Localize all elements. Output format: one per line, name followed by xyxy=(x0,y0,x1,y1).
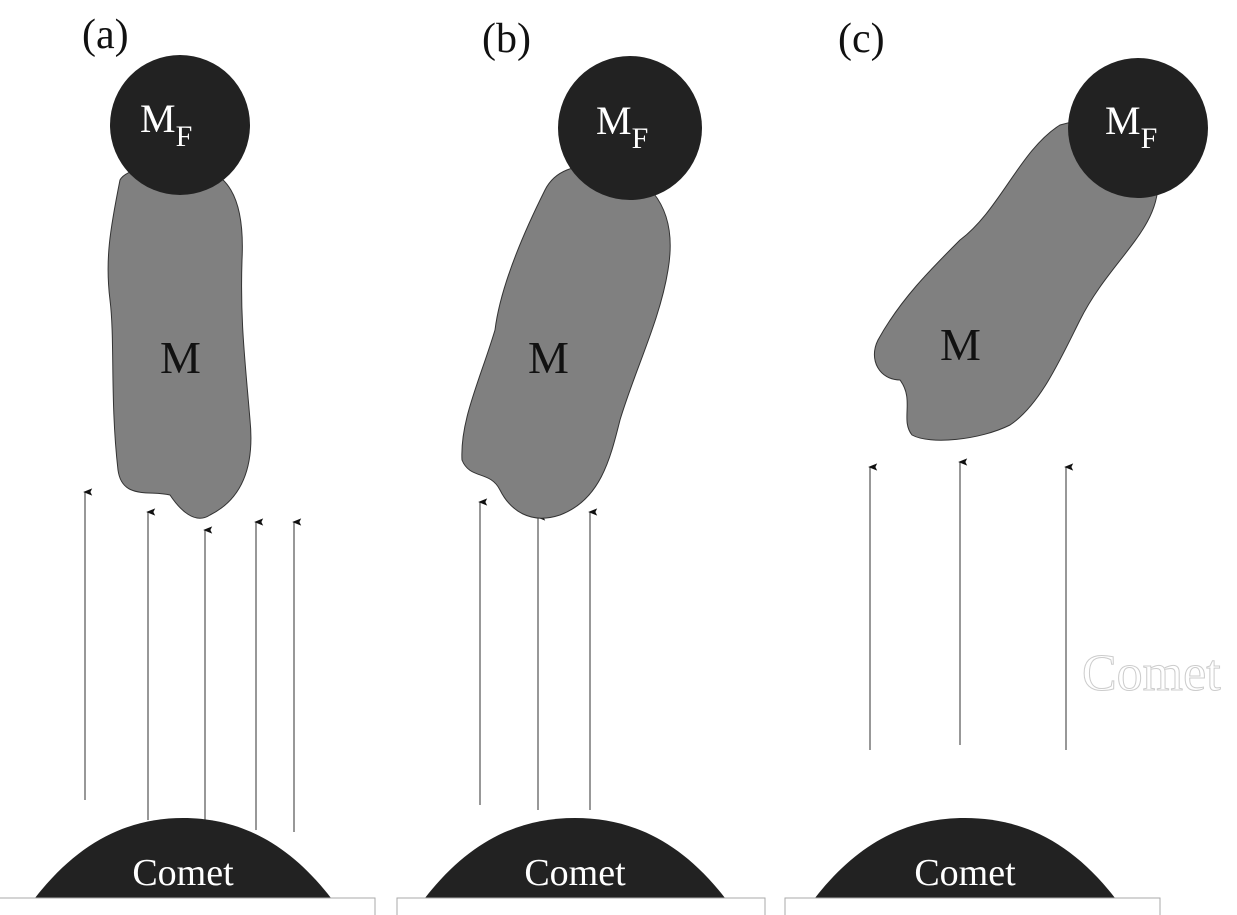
symbol: M xyxy=(140,96,176,141)
fixed-mass-label: MF xyxy=(596,98,648,155)
symbol: M xyxy=(1105,98,1141,143)
panel-label: (c) xyxy=(838,16,885,62)
ground xyxy=(396,897,766,915)
panel-c: (c) MF M Comet Comet xyxy=(784,16,1222,915)
fixed-mass xyxy=(1068,58,1208,198)
subscript: F xyxy=(1141,122,1158,155)
fixed-mass-label: MF xyxy=(140,96,192,153)
panel-label: (a) xyxy=(82,12,129,58)
ground xyxy=(0,897,376,915)
fixed-mass-label: MF xyxy=(1105,98,1157,155)
panel-a: (a) MF M Comet xyxy=(0,12,376,915)
mass-label: M xyxy=(528,332,569,383)
panel-b: (b) MF M Comet xyxy=(396,16,766,915)
comet xyxy=(815,818,1115,898)
panel-label: (b) xyxy=(482,16,531,62)
comet-label: Comet xyxy=(914,852,1016,894)
fixed-mass xyxy=(110,55,250,195)
mass-label: M xyxy=(160,332,201,383)
fixed-mass xyxy=(558,56,702,200)
symbol: M xyxy=(596,98,632,143)
mass-body xyxy=(107,164,252,519)
mass-label: M xyxy=(940,319,981,370)
comet-label: Comet xyxy=(524,852,626,894)
comet xyxy=(35,818,331,898)
faint-label: Comet xyxy=(1082,645,1221,702)
comet xyxy=(425,818,725,898)
subscript: F xyxy=(176,120,193,153)
comet-label: Comet xyxy=(132,852,234,894)
mass-body xyxy=(873,120,1159,441)
ground xyxy=(784,897,1161,915)
subscript: F xyxy=(632,122,649,155)
